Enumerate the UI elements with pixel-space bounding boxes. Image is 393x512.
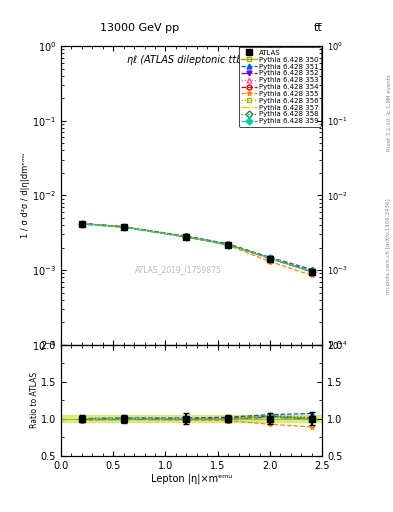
Pythia 6.428 356 [79,221,84,227]
Pythia 6.428 359 [309,269,314,275]
Pythia 6.428 359 [268,255,272,262]
Pythia 6.428 354 [184,233,189,240]
Pythia 6.428 353 [184,233,189,240]
Pythia 6.428 357 [268,255,272,261]
Pythia 6.428 354 [268,255,272,261]
Text: Rivet 3.1.10, ≥ 1.9M events: Rivet 3.1.10, ≥ 1.9M events [386,74,391,151]
Pythia 6.428 350 [79,221,84,227]
Pythia 6.428 358 [121,224,126,230]
Text: 13000 GeV pp: 13000 GeV pp [100,23,179,33]
Line: Pythia 6.428 356: Pythia 6.428 356 [79,221,314,274]
Line: Pythia 6.428 352: Pythia 6.428 352 [79,222,314,274]
Pythia 6.428 352 [184,234,189,240]
Pythia 6.428 355 [268,259,272,265]
Pythia 6.428 353 [268,255,272,261]
Pythia 6.428 359 [226,242,231,248]
Pythia 6.428 352 [121,224,126,230]
Pythia 6.428 352 [226,242,231,248]
Line: Pythia 6.428 350: Pythia 6.428 350 [79,221,314,274]
Pythia 6.428 351 [79,221,84,227]
Pythia 6.428 358 [268,255,272,261]
Pythia 6.428 355 [79,221,84,227]
Pythia 6.428 350 [121,224,126,230]
Legend: ATLAS, Pythia 6.428 350, Pythia 6.428 351, Pythia 6.428 352, Pythia 6.428 353, P: ATLAS, Pythia 6.428 350, Pythia 6.428 35… [239,48,321,126]
Pythia 6.428 353 [121,224,126,230]
Pythia 6.428 358 [226,242,231,248]
Pythia 6.428 355 [226,242,231,248]
Pythia 6.428 356 [268,255,272,261]
Pythia 6.428 356 [121,224,126,230]
Line: Pythia 6.428 351: Pythia 6.428 351 [79,221,314,272]
Pythia 6.428 352 [268,255,272,262]
Pythia 6.428 359 [79,221,84,227]
Line: Pythia 6.428 359: Pythia 6.428 359 [79,222,314,274]
Y-axis label: 1 / σ d²σ / d|η|dmᵉᵐᵘ: 1 / σ d²σ / d|η|dmᵉᵐᵘ [22,153,31,238]
Pythia 6.428 350 [268,255,272,261]
Line: Pythia 6.428 353: Pythia 6.428 353 [79,221,314,273]
Pythia 6.428 356 [309,268,314,274]
Pythia 6.428 358 [79,221,84,227]
Pythia 6.428 359 [184,234,189,240]
Pythia 6.428 357 [309,268,314,274]
Pythia 6.428 352 [309,269,314,275]
Line: Pythia 6.428 354: Pythia 6.428 354 [79,221,314,273]
Pythia 6.428 354 [121,224,126,230]
Pythia 6.428 351 [226,241,231,247]
Pythia 6.428 354 [226,241,231,247]
Pythia 6.428 351 [184,233,189,239]
Pythia 6.428 358 [184,233,189,240]
X-axis label: Lepton |η|×mᵉᵐᵘ: Lepton |η|×mᵉᵐᵘ [151,473,232,484]
Text: mcplots.cern.ch [arXiv:1306.3436]: mcplots.cern.ch [arXiv:1306.3436] [386,198,391,293]
Pythia 6.428 355 [121,224,126,230]
Pythia 6.428 350 [184,233,189,240]
Pythia 6.428 354 [79,221,84,227]
Pythia 6.428 350 [226,242,231,248]
Pythia 6.428 351 [121,224,126,230]
Pythia 6.428 351 [268,254,272,261]
Y-axis label: Ratio to ATLAS: Ratio to ATLAS [30,372,39,428]
Text: ηℓ (ATLAS dileptonic ttbar): ηℓ (ATLAS dileptonic ttbar) [127,55,256,65]
Pythia 6.428 350 [309,269,314,275]
Pythia 6.428 357 [184,233,189,240]
Pythia 6.428 353 [309,268,314,274]
Pythia 6.428 357 [121,224,126,230]
Pythia 6.428 355 [184,234,189,240]
Line: Pythia 6.428 358: Pythia 6.428 358 [79,221,314,274]
Pythia 6.428 354 [309,268,314,274]
Pythia 6.428 358 [309,268,314,274]
Pythia 6.428 356 [226,242,231,248]
Pythia 6.428 355 [309,272,314,279]
Pythia 6.428 351 [309,266,314,272]
Pythia 6.428 357 [79,221,84,227]
Pythia 6.428 353 [79,221,84,227]
Text: tt̅: tt̅ [314,23,322,33]
Text: ATLAS_2019_I1759875: ATLAS_2019_I1759875 [135,266,222,274]
Pythia 6.428 353 [226,241,231,247]
Pythia 6.428 352 [79,221,84,227]
Line: Pythia 6.428 355: Pythia 6.428 355 [79,222,314,278]
Pythia 6.428 357 [226,242,231,248]
Pythia 6.428 356 [184,233,189,240]
Line: Pythia 6.428 357: Pythia 6.428 357 [82,224,312,271]
Pythia 6.428 359 [121,224,126,230]
